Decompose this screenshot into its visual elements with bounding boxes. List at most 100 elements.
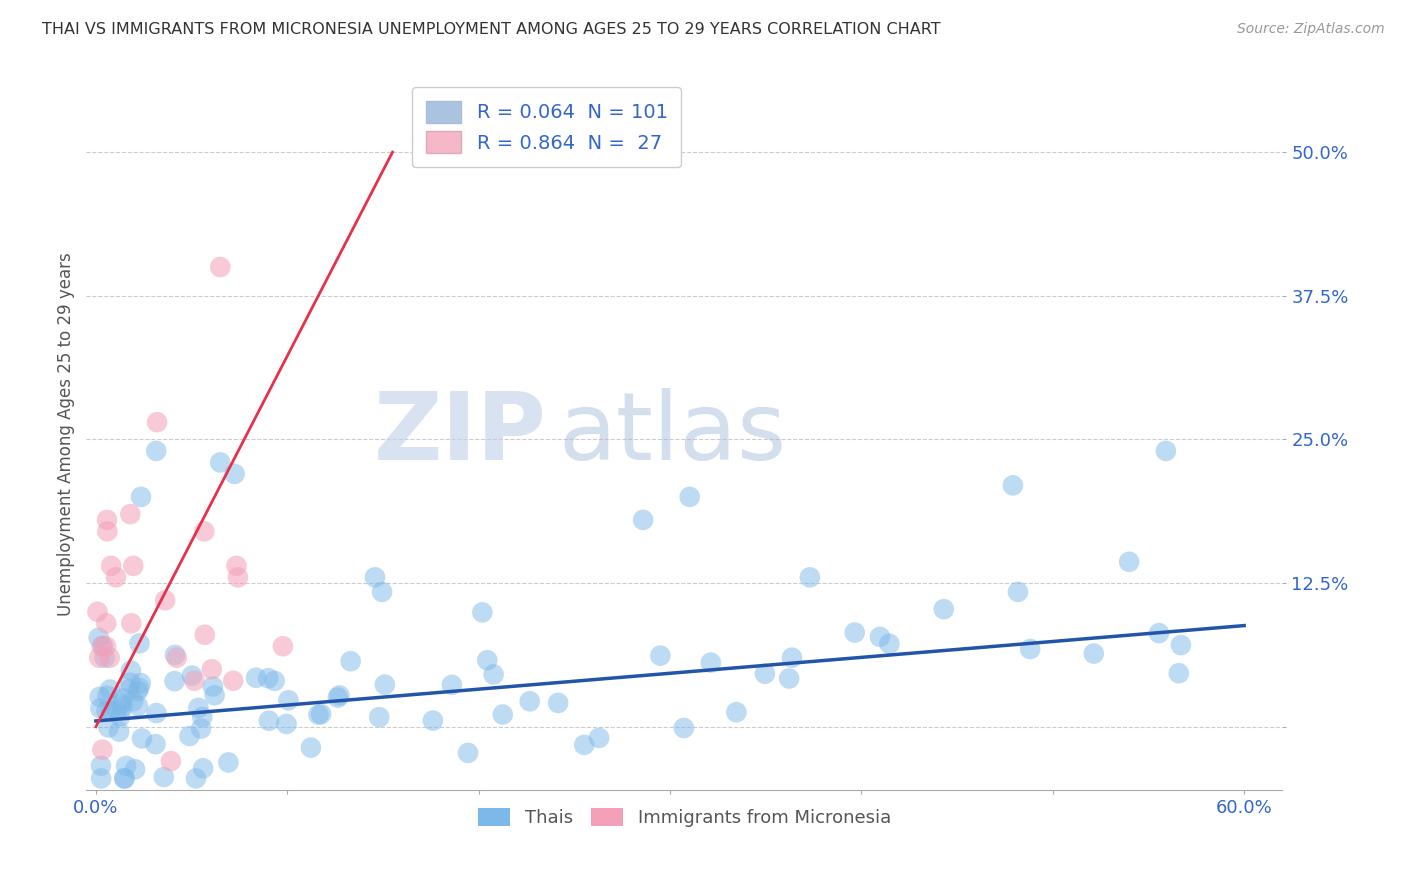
Point bbox=[90, 758, 112, 772]
Point bbox=[725, 705, 748, 719]
Point bbox=[145, 706, 167, 720]
Point bbox=[328, 689, 350, 703]
Point bbox=[89, 690, 111, 704]
Point bbox=[482, 667, 505, 681]
Point bbox=[574, 738, 596, 752]
Point bbox=[98, 682, 121, 697]
Point bbox=[105, 703, 128, 717]
Point bbox=[1154, 444, 1177, 458]
Point bbox=[457, 746, 479, 760]
Point bbox=[128, 636, 150, 650]
Text: THAI VS IMMIGRANTS FROM MICRONESIA UNEMPLOYMENT AMONG AGES 25 TO 29 YEARS CORREL: THAI VS IMMIGRANTS FROM MICRONESIA UNEMP… bbox=[42, 22, 941, 37]
Point bbox=[1147, 626, 1170, 640]
Point bbox=[89, 650, 111, 665]
Point bbox=[1007, 585, 1029, 599]
Point bbox=[276, 717, 298, 731]
Point bbox=[309, 707, 332, 722]
Point bbox=[120, 664, 142, 678]
Point bbox=[153, 770, 176, 784]
Point bbox=[191, 710, 214, 724]
Point bbox=[209, 455, 232, 469]
Point bbox=[184, 772, 207, 786]
Point bbox=[87, 631, 110, 645]
Point bbox=[96, 524, 118, 539]
Point bbox=[100, 704, 122, 718]
Point bbox=[96, 704, 118, 718]
Point bbox=[650, 648, 672, 663]
Point bbox=[187, 701, 209, 715]
Point bbox=[1167, 666, 1189, 681]
Point bbox=[145, 737, 167, 751]
Point bbox=[96, 616, 118, 631]
Point bbox=[124, 762, 146, 776]
Point bbox=[932, 602, 955, 616]
Point bbox=[90, 640, 112, 654]
Text: atlas: atlas bbox=[558, 388, 787, 480]
Point bbox=[190, 722, 212, 736]
Point bbox=[183, 673, 205, 688]
Point bbox=[86, 605, 108, 619]
Point bbox=[1170, 638, 1192, 652]
Point bbox=[163, 648, 186, 662]
Point bbox=[471, 606, 494, 620]
Point bbox=[96, 513, 118, 527]
Point bbox=[780, 650, 803, 665]
Point bbox=[91, 742, 114, 756]
Point bbox=[754, 666, 776, 681]
Point bbox=[222, 673, 245, 688]
Point bbox=[127, 684, 149, 698]
Point bbox=[110, 697, 132, 711]
Point bbox=[89, 701, 111, 715]
Point bbox=[368, 710, 391, 724]
Point bbox=[193, 524, 215, 539]
Point bbox=[115, 759, 138, 773]
Point bbox=[201, 680, 224, 694]
Point bbox=[364, 570, 387, 584]
Point bbox=[181, 668, 204, 682]
Point bbox=[127, 698, 149, 713]
Point bbox=[204, 689, 226, 703]
Point bbox=[120, 675, 142, 690]
Y-axis label: Unemployment Among Ages 25 to 29 years: Unemployment Among Ages 25 to 29 years bbox=[58, 252, 75, 615]
Point bbox=[477, 653, 499, 667]
Point bbox=[588, 731, 610, 745]
Point bbox=[111, 699, 134, 714]
Point bbox=[96, 689, 118, 703]
Point bbox=[129, 490, 152, 504]
Point bbox=[1001, 478, 1024, 492]
Point bbox=[120, 616, 142, 631]
Point bbox=[94, 640, 117, 654]
Point bbox=[160, 754, 183, 768]
Point bbox=[1083, 647, 1105, 661]
Point bbox=[778, 672, 800, 686]
Point bbox=[91, 639, 114, 653]
Point bbox=[122, 694, 145, 708]
Point bbox=[326, 690, 349, 705]
Point bbox=[209, 260, 232, 274]
Point bbox=[129, 676, 152, 690]
Point bbox=[277, 693, 299, 707]
Point bbox=[98, 650, 121, 665]
Point bbox=[271, 640, 294, 654]
Point bbox=[679, 490, 702, 504]
Point bbox=[93, 650, 115, 665]
Point bbox=[90, 772, 112, 786]
Point bbox=[257, 671, 280, 685]
Point bbox=[217, 756, 239, 770]
Point bbox=[112, 772, 135, 786]
Point bbox=[97, 721, 120, 735]
Point bbox=[108, 724, 131, 739]
Point bbox=[166, 650, 188, 665]
Point bbox=[131, 731, 153, 746]
Point bbox=[1019, 642, 1042, 657]
Point bbox=[111, 691, 134, 706]
Point bbox=[194, 628, 217, 642]
Point bbox=[146, 415, 169, 429]
Point bbox=[799, 570, 821, 584]
Point bbox=[191, 761, 214, 775]
Text: ZIP: ZIP bbox=[374, 388, 547, 480]
Point bbox=[1118, 555, 1140, 569]
Point bbox=[128, 681, 150, 695]
Point bbox=[179, 729, 201, 743]
Point bbox=[201, 662, 224, 676]
